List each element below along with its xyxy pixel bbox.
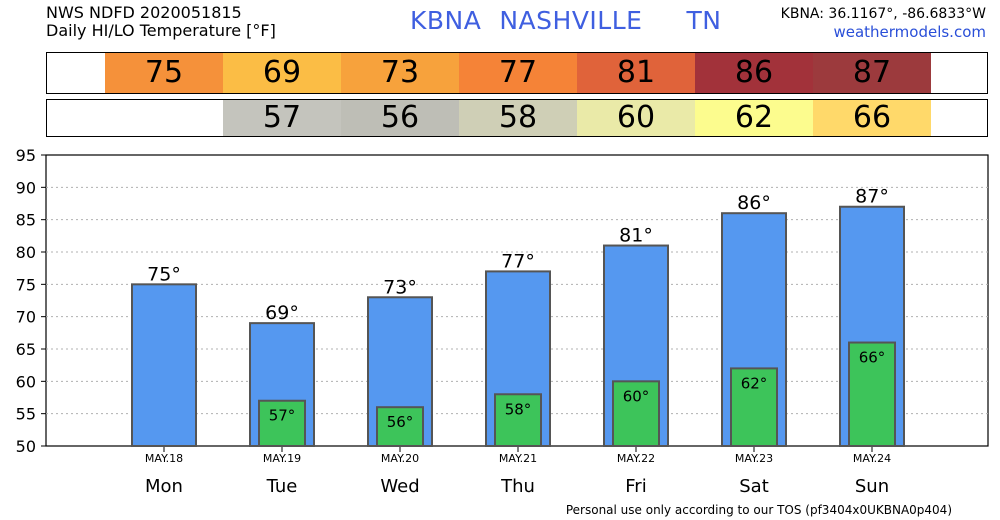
hi-bar-label: 69° [265,302,299,324]
y-tick-label: 80 [16,243,36,262]
hi-temp-cell: 73 [341,53,459,93]
hi-bar-label: 87° [855,186,889,208]
day-label: Wed [380,476,419,497]
y-tick-label: 85 [16,211,36,230]
coordinates: KBNA: 36.1167°, -86.6833°W [780,6,986,22]
hi-bar [603,244,669,447]
lo-temp-strip: 57 56 58 60 62 66 [46,99,988,137]
city-name: NASHVILLE [499,6,643,35]
hi-temp-cell: 86 [695,53,813,93]
date-label: MAY.23 [735,452,773,465]
station-id: KBNA [410,6,482,35]
lo-temp-cell: 56 [341,100,459,136]
hi-bar-label: 86° [737,192,771,214]
lo-temp-cell: 66 [813,100,931,136]
lo-bar [848,341,896,447]
hi-bar [131,283,197,448]
footer-note: Personal use only according to our TOS (… [565,503,952,517]
y-tick-label: 50 [16,437,36,456]
date-label: MAY.22 [617,452,655,465]
variable-label: Daily HI/LO Temperature [°F] [46,21,276,40]
y-tick-label: 60 [16,372,36,391]
date-label: MAY.24 [853,452,891,465]
hi-bar [721,212,787,447]
day-label: Thu [500,476,535,497]
model-run-label: NWS NDFD 2020051815 [46,3,242,22]
y-tick-label: 90 [16,178,36,197]
date-label: MAY.20 [381,452,419,465]
date-label: MAY.18 [145,452,183,465]
lo-temp-cell: 57 [223,100,341,136]
day-label: Sun [855,476,889,497]
lo-bar-label: 56° [387,413,414,431]
hi-temp-cell: 81 [577,53,695,93]
hi-temp-cell: 87 [813,53,931,93]
lo-bar [376,406,424,448]
station-title: KBNA NASHVILLE TN [410,6,721,35]
hi-bar-label: 75° [147,263,181,285]
date-label: MAY.21 [499,452,537,465]
y-tick-label: 75 [16,275,36,294]
hi-temp-cell: 77 [459,53,577,93]
lo-bar-label: 58° [505,400,532,418]
y-tick-label: 70 [16,308,36,327]
hi-bar-label: 73° [383,276,417,298]
station-info: KBNA: 36.1167°, -86.6833°W weathermodels… [781,5,986,41]
lo-temp-cell: 58 [459,100,577,136]
lo-bar-label: 66° [859,349,886,367]
lo-temp-cell: 62 [695,100,813,136]
hi-bar [249,322,315,447]
lo-temp-cell: 60 [577,100,695,136]
site-link[interactable]: weathermodels.com [833,23,986,41]
lo-bar-label: 62° [741,374,768,392]
lo-bar [494,393,542,447]
plot-frame [45,154,989,447]
hi-bar [367,296,433,447]
lo-bar-label: 57° [269,407,296,425]
date-label: MAY.19 [263,452,301,465]
lo-bar [730,367,778,447]
lo-bar [612,380,660,448]
state-name: TN [686,6,722,35]
day-label: Tue [266,476,298,497]
y-tick-label: 65 [16,340,36,359]
y-tick-label: 55 [16,405,36,424]
day-label: Sat [739,476,769,497]
hi-bar [839,205,905,447]
hi-bar [485,270,551,447]
lo-bar [258,399,306,448]
hi-temp-cell: 75 [105,53,223,93]
lo-bar-label: 60° [623,387,650,405]
hi-bar-label: 81° [619,225,653,247]
y-tick-label: 95 [16,146,36,165]
day-label: Fri [625,476,646,497]
hi-temp-cell: 69 [223,53,341,93]
hi-temp-strip: 75 69 73 77 81 86 87 [46,52,988,94]
day-label: Mon [145,476,183,497]
chart-title: NWS NDFD 2020051815 Daily HI/LO Temperat… [46,4,276,40]
hi-bar-label: 77° [501,250,535,272]
